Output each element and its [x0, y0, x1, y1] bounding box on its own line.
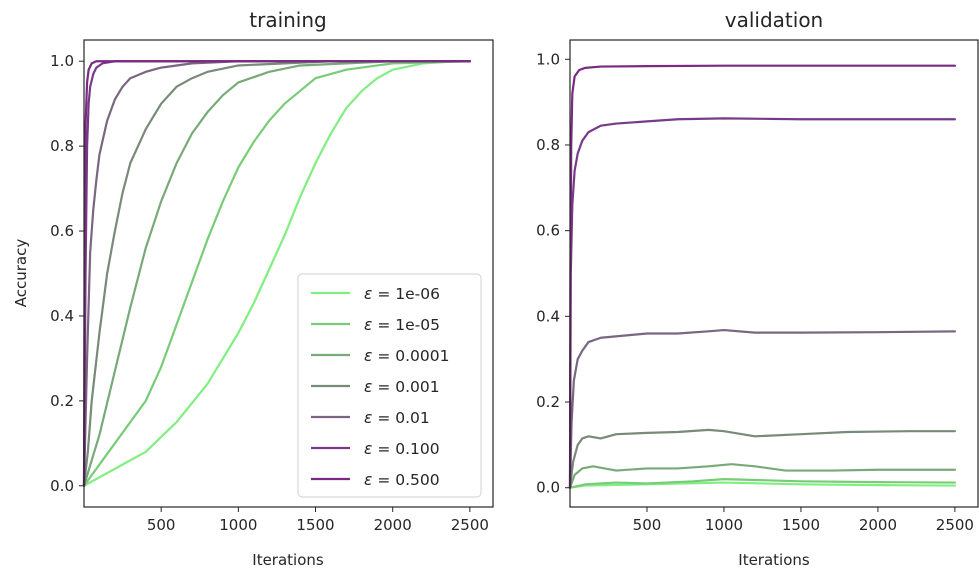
validation-title: validation — [725, 8, 823, 32]
legend-label-3: ε = 0.001 — [364, 378, 440, 396]
series-line-0 — [82, 60, 471, 487]
series-line-3 — [82, 60, 471, 487]
training-x-axis-label: Iterations — [252, 551, 324, 569]
series-line-6 — [82, 60, 471, 487]
validation-x-axis-label: Iterations — [738, 551, 810, 569]
y-tick-label: 0.2 — [50, 392, 74, 410]
y-tick-label: 1.0 — [50, 52, 74, 70]
y-tick-label: 0.6 — [536, 222, 560, 240]
series-line-5 — [568, 117, 957, 489]
series-line-3 — [568, 428, 957, 489]
validation-series-group — [568, 64, 957, 489]
legend-label-5: ε = 0.100 — [364, 440, 440, 458]
x-tick-label: 1500 — [782, 516, 820, 534]
validation-axes-frame — [569, 39, 979, 508]
y-tick-label: 0.0 — [50, 477, 74, 495]
y-tick-label: 0.8 — [536, 136, 560, 154]
training-title: training — [249, 8, 326, 32]
x-tick-label: 1500 — [296, 516, 334, 534]
x-tick-label: 1000 — [219, 516, 257, 534]
y-tick-label: 0.0 — [536, 479, 560, 497]
legend-items: ε = 1e-06 ε = 1e-05 ε = 0.0001 ε = 0.001 ε =… — [311, 285, 449, 489]
series-line-2 — [82, 60, 471, 487]
training-x-ticks: 500 1000 1500 2000 2500 — [147, 507, 489, 534]
validation-y-ticks: 0.0 0.2 0.4 0.6 0.8 1.0 — [536, 50, 570, 497]
series-line-2 — [568, 463, 957, 489]
y-tick-label: 0.6 — [50, 222, 74, 240]
validation-x-ticks: 500 1000 1500 2000 2500 — [633, 507, 974, 534]
legend-label-1: ε = 1e-05 — [364, 316, 440, 334]
series-line-1 — [82, 60, 471, 487]
x-tick-label: 2500 — [936, 516, 974, 534]
x-tick-label: 1000 — [705, 516, 743, 534]
training-series-group — [82, 60, 471, 487]
legend-label-6: ε = 0.500 — [364, 471, 440, 489]
training-y-ticks: 0.0 0.2 0.4 0.6 0.8 1.0 — [50, 52, 84, 495]
series-line-1 — [568, 478, 957, 489]
y-tick-label: 0.4 — [50, 307, 74, 325]
y-tick-label: 1.0 — [536, 50, 560, 68]
x-tick-label: 2500 — [451, 516, 489, 534]
x-tick-label: 2000 — [859, 516, 897, 534]
legend-box — [297, 273, 482, 498]
training-panel: training 500 1000 1500 2000 2500 0.00.20.40.… — [12, 8, 494, 569]
training-y-axis-label: Accuracy — [12, 239, 30, 308]
y-tick-label: 0.8 — [50, 137, 74, 155]
x-tick-label: 500 — [633, 516, 662, 534]
series-line-4 — [568, 328, 957, 489]
training-axes-frame — [83, 39, 494, 508]
validation-panel: validation 500 1000 1500 2000 2500 0.0 0.2 0.4… — [536, 8, 979, 569]
legend: ε = 1e-06 ε = 1e-05 ε = 0.0001 ε = 0.001 ε =… — [297, 273, 482, 498]
x-tick-label: 2000 — [374, 516, 412, 534]
legend-label-2: ε = 0.0001 — [364, 347, 449, 365]
y-tick-label: 0.2 — [536, 393, 560, 411]
x-tick-label: 500 — [147, 516, 176, 534]
series-line-0 — [568, 481, 957, 489]
legend-label-4: ε = 0.01 — [364, 409, 430, 427]
series-line-4 — [82, 60, 471, 487]
y-tick-label: 0.4 — [536, 307, 560, 325]
legend-label-0: ε = 1e-06 — [364, 285, 440, 303]
series-line-6 — [568, 64, 957, 489]
